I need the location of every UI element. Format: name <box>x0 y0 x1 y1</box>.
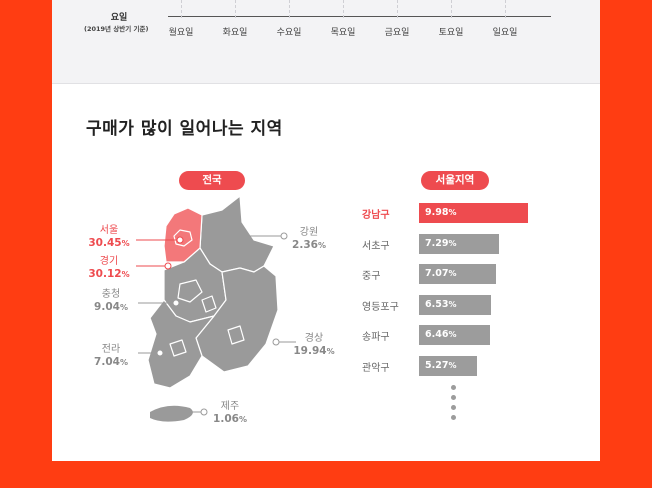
weekday-gridline <box>505 0 506 18</box>
section-title: 구매가 많이 일어나는 지역 <box>86 119 283 139</box>
bar-title-pill: 서울지역 <box>421 171 489 190</box>
region-label-seoul: 서울 30.45% <box>84 224 134 250</box>
weekday-tick-label: 일요일 <box>492 28 518 38</box>
region-percent: 2.36% <box>292 239 326 251</box>
weekday-gridline <box>343 0 344 18</box>
region-percent: 19.94% <box>293 345 335 357</box>
weekday-axis-title: 요일 <box>110 13 128 23</box>
more-indicator-dot <box>451 415 456 420</box>
bar-value-label: 7.07% <box>425 268 457 279</box>
map-mainland <box>147 195 279 389</box>
region-label-gyeonggi: 경기 30.12% <box>84 255 134 281</box>
weekday-tick-label: 목요일 <box>330 28 356 38</box>
region-percent: 7.04% <box>94 356 128 368</box>
bar: 5.27% <box>419 355 477 376</box>
weekday-tick-label: 월요일 <box>168 28 194 38</box>
map-region-inner-3 <box>169 339 187 357</box>
region-percent: 1.06% <box>213 413 247 425</box>
region-percent: 30.12% <box>88 268 130 280</box>
bar-category-label: 강남구 <box>362 210 390 221</box>
weekday-tick-label: 토요일 <box>438 28 464 38</box>
region-percent: 9.04% <box>94 301 128 313</box>
region-name: 경상 <box>304 333 324 344</box>
weekday-chart-footer: 요일 (2019년 상반기 기준) 월요일 화요일 수요일 목요일 금요일 토요일 일요일 <box>52 0 600 84</box>
bar-category-label: 중구 <box>362 271 381 282</box>
map-region-jeju <box>150 405 193 422</box>
bar: 7.07% <box>419 264 496 284</box>
region-name: 충청 <box>101 289 121 300</box>
weekday-tick-label: 화요일 <box>222 28 248 38</box>
more-indicator-dot <box>451 385 456 390</box>
bar-category-label: 관악구 <box>362 362 390 374</box>
bar-category-label: 영등포구 <box>362 301 399 313</box>
map-leaders <box>136 232 296 416</box>
weekday-gridline <box>235 0 236 18</box>
weekday-axis-line <box>168 16 551 17</box>
bar-value-label: 5.27% <box>425 359 457 371</box>
map-region-inner-4 <box>227 325 245 345</box>
weekday-gridline <box>397 0 398 18</box>
weekday-tick-label: 수요일 <box>276 28 302 38</box>
region-label-jeju: 제주 1.06% <box>206 400 254 426</box>
region-label-chungcheong: 충청 9.04% <box>88 288 134 314</box>
region-label-gangwon: 강원 2.36% <box>286 226 332 252</box>
bar: 6.46% <box>419 325 490 345</box>
region-label-gyeongsang: 경상 19.94% <box>288 332 340 358</box>
map-region-inner-2 <box>201 295 217 313</box>
korea-map <box>136 195 296 422</box>
bar-value-label: 9.98% <box>425 207 457 218</box>
region-label-jeolla: 전라 7.04% <box>88 343 134 369</box>
more-indicator-dot <box>451 405 456 410</box>
more-indicator-dot <box>451 395 456 400</box>
map-region-gangwon <box>199 195 275 273</box>
map-title-pill: 전국 <box>179 171 245 190</box>
bar-category-label: 서초구 <box>362 240 390 252</box>
bar-value-label: 6.46% <box>425 329 457 340</box>
bar-value-label: 6.53% <box>425 298 457 310</box>
bar-category-label: 송파구 <box>362 332 390 343</box>
region-name: 제주 <box>220 401 240 412</box>
region-percent: 30.45% <box>88 237 130 249</box>
bar: 9.98% <box>419 203 528 223</box>
bar: 7.29% <box>419 233 499 254</box>
region-name: 서울 <box>99 225 119 236</box>
region-name: 전라 <box>101 344 121 355</box>
weekday-tick-label: 금요일 <box>384 28 410 38</box>
weekday-axis-subtitle: (2019년 상반기 기준) <box>84 25 149 33</box>
map-region-inner-1 <box>177 279 203 303</box>
region-name: 강원 <box>299 227 319 238</box>
weekday-gridline <box>181 0 182 18</box>
bar: 6.53% <box>419 294 491 315</box>
bar-value-label: 7.29% <box>425 237 457 249</box>
weekday-gridline <box>451 0 452 18</box>
region-name: 경기 <box>99 256 119 267</box>
weekday-gridline <box>289 0 290 18</box>
infographic-card: 요일 (2019년 상반기 기준) 월요일 화요일 수요일 목요일 금요일 토요일 일요일 … <box>52 0 600 461</box>
